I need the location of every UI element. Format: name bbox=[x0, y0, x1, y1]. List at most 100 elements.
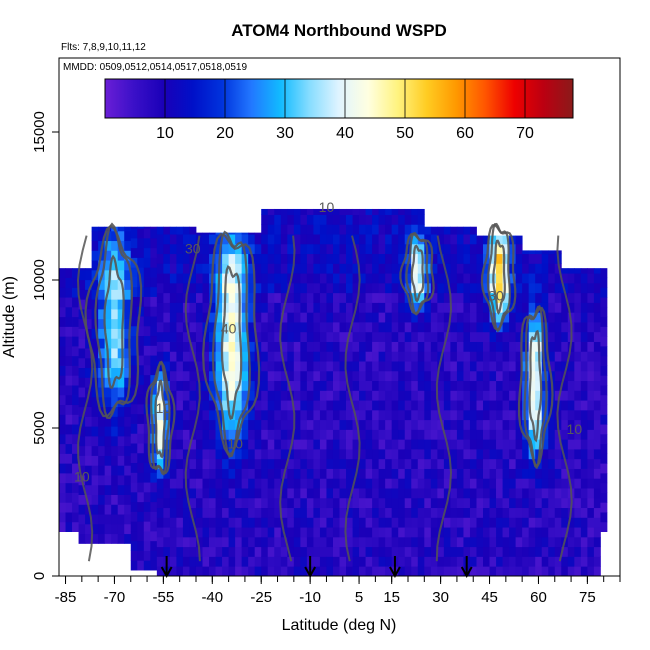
heatmap-cell bbox=[593, 282, 601, 294]
heatmap-cell bbox=[137, 355, 145, 366]
heatmap-cell bbox=[411, 224, 419, 235]
heatmap-cell bbox=[228, 517, 236, 528]
heatmap-cell bbox=[143, 355, 151, 366]
heatmap-cell bbox=[72, 472, 79, 484]
heatmap-cell bbox=[248, 351, 256, 362]
heatmap-cell bbox=[267, 341, 275, 352]
heatmap-cell bbox=[417, 370, 425, 382]
heatmap-cell bbox=[411, 400, 419, 411]
heatmap-cell bbox=[580, 292, 588, 303]
heatmap-cell bbox=[300, 497, 308, 509]
heatmap-cell bbox=[346, 527, 353, 538]
heatmap-cell bbox=[346, 517, 353, 528]
heatmap-cell bbox=[339, 234, 347, 245]
heatmap-cell bbox=[359, 312, 366, 323]
heatmap-cell bbox=[248, 312, 256, 323]
heatmap-cell bbox=[509, 556, 517, 567]
heatmap-cell bbox=[554, 390, 562, 401]
heatmap-cell bbox=[72, 306, 79, 318]
heatmap-cell bbox=[150, 550, 158, 561]
heatmap-cell bbox=[561, 507, 569, 518]
heatmap-cell bbox=[319, 439, 327, 450]
heatmap-cell bbox=[378, 556, 386, 567]
heatmap-cell bbox=[59, 482, 66, 493]
heatmap-cell bbox=[228, 273, 236, 284]
heatmap-cell bbox=[209, 292, 216, 303]
heatmap-cell bbox=[248, 468, 256, 479]
heatmap-cell bbox=[189, 536, 197, 548]
heatmap-cell bbox=[346, 409, 353, 421]
heatmap-cell bbox=[522, 468, 530, 479]
heatmap-cell bbox=[339, 517, 347, 528]
heatmap-cell bbox=[189, 439, 197, 450]
heatmap-cell bbox=[424, 507, 432, 518]
heatmap-cell bbox=[98, 494, 106, 505]
heatmap-cell bbox=[515, 331, 523, 342]
heatmap-cell bbox=[169, 351, 177, 362]
heatmap-cell bbox=[561, 361, 569, 372]
heatmap-cell bbox=[91, 406, 99, 417]
heatmap-cell bbox=[195, 273, 203, 284]
heatmap-cell bbox=[567, 468, 575, 479]
heatmap-cell bbox=[124, 309, 132, 320]
heatmap-cell bbox=[352, 458, 360, 469]
heatmap-cell bbox=[339, 536, 347, 548]
heatmap-cell bbox=[313, 214, 321, 225]
heatmap-cell bbox=[124, 533, 132, 544]
heatmap-cell bbox=[502, 419, 510, 430]
heatmap-cell bbox=[483, 273, 490, 284]
heatmap-cell bbox=[483, 235, 490, 245]
heatmap-cell bbox=[209, 546, 216, 557]
heatmap-cell bbox=[430, 263, 438, 274]
heatmap-cell bbox=[248, 488, 256, 499]
heatmap-cell bbox=[300, 263, 308, 274]
heatmap-cell bbox=[306, 439, 314, 450]
heatmap-cell bbox=[332, 331, 340, 342]
heatmap-cell bbox=[541, 253, 549, 264]
heatmap-cell bbox=[483, 351, 490, 362]
heatmap-cell bbox=[280, 351, 288, 362]
heatmap-cell bbox=[417, 361, 425, 372]
heatmap-cell bbox=[417, 273, 425, 284]
heatmap-cell bbox=[378, 390, 386, 401]
heatmap-cell bbox=[476, 468, 484, 479]
heatmap-cell bbox=[65, 492, 73, 503]
heatmap-cell bbox=[130, 521, 138, 532]
heatmap-cell bbox=[209, 380, 216, 391]
heatmap-cell bbox=[326, 322, 334, 333]
heatmap-cell bbox=[476, 527, 484, 538]
heatmap-cell bbox=[65, 414, 73, 425]
heatmap-cell bbox=[274, 556, 282, 567]
heatmap-cell bbox=[137, 247, 145, 258]
heatmap-cell bbox=[580, 282, 588, 294]
heatmap-cell bbox=[254, 419, 262, 430]
heatmap-cell bbox=[241, 488, 249, 499]
heatmap-cell bbox=[169, 361, 177, 372]
heatmap-cell bbox=[378, 361, 386, 372]
heatmap-cell bbox=[241, 273, 249, 284]
heatmap-cell bbox=[359, 234, 366, 245]
heatmap-cell bbox=[587, 331, 595, 342]
heatmap-cell bbox=[254, 517, 262, 528]
heatmap-cell bbox=[313, 234, 321, 245]
heatmap-cell bbox=[137, 452, 145, 464]
heatmap-cell bbox=[378, 312, 386, 323]
heatmap-cell bbox=[169, 263, 177, 274]
heatmap-cell bbox=[332, 458, 340, 469]
heatmap-cell bbox=[98, 230, 106, 242]
heatmap-cell bbox=[522, 458, 530, 469]
heatmap-cell bbox=[476, 390, 484, 401]
heatmap-cell bbox=[78, 367, 86, 378]
heatmap-cell bbox=[143, 443, 151, 454]
heatmap-cell bbox=[209, 517, 216, 528]
heatmap-cell bbox=[483, 243, 490, 255]
heatmap-cell bbox=[202, 546, 210, 557]
heatmap-cell bbox=[182, 243, 190, 255]
heatmap-cell bbox=[385, 409, 393, 421]
heatmap-cell bbox=[600, 355, 608, 366]
heatmap-cell bbox=[261, 458, 269, 469]
heatmap-cell bbox=[313, 536, 321, 548]
heatmap-cell bbox=[150, 316, 158, 327]
heatmap-cell bbox=[535, 566, 543, 576]
heatmap-cell bbox=[391, 263, 399, 274]
